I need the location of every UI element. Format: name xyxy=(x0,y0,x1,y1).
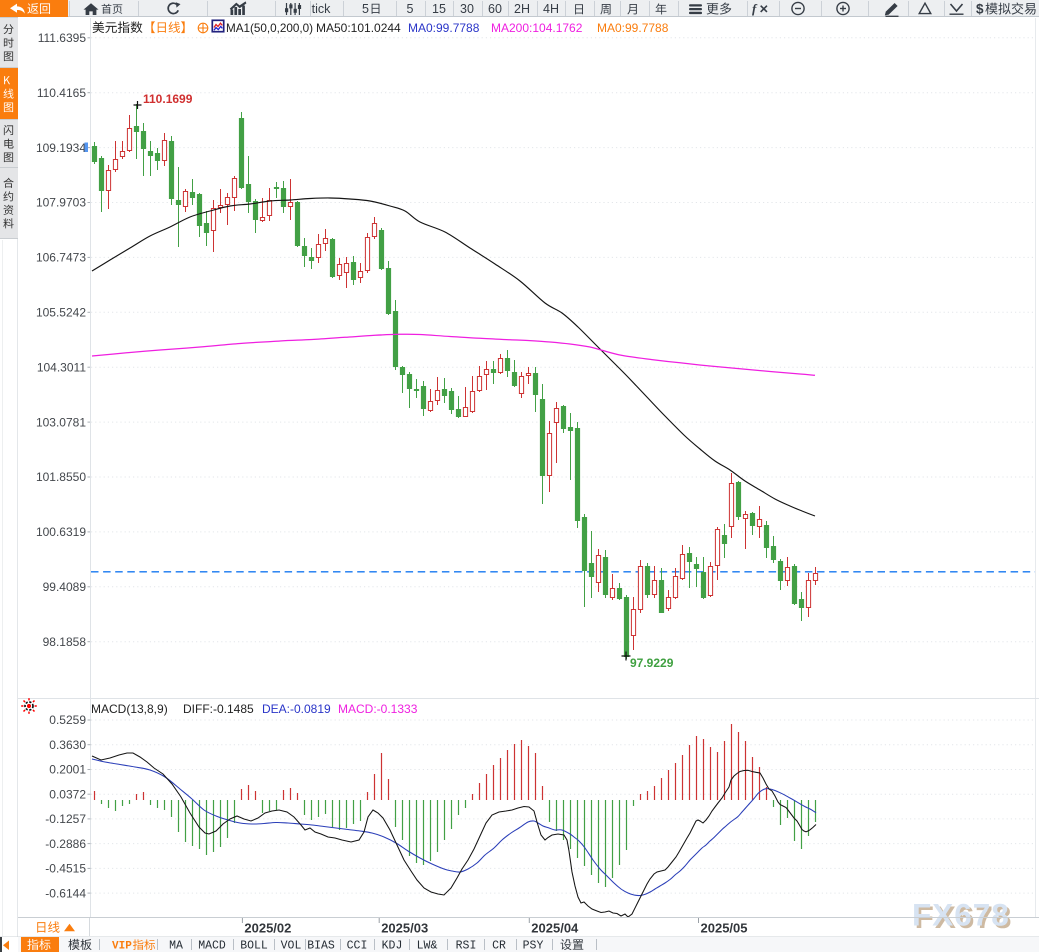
svg-text:✕: ✕ xyxy=(759,4,769,16)
svg-text:106.7473: 106.7473 xyxy=(36,251,86,265)
svg-text:0.2001: 0.2001 xyxy=(49,763,86,777)
svg-text:109.1934: 109.1934 xyxy=(36,141,86,155)
svg-text:MA0:99.7788: MA0:99.7788 xyxy=(408,21,480,35)
svg-text:KDJ: KDJ xyxy=(382,940,403,952)
svg-text:tick: tick xyxy=(312,2,332,16)
svg-text:DIFF:-0.1485: DIFF:-0.1485 xyxy=(183,702,254,716)
svg-text:110.1699: 110.1699 xyxy=(143,92,193,106)
svg-text:100.6319: 100.6319 xyxy=(36,525,86,539)
svg-text:4H: 4H xyxy=(543,2,559,16)
svg-text:2H: 2H xyxy=(514,2,530,16)
svg-text:-0.4515: -0.4515 xyxy=(45,862,86,876)
svg-text:97.9229: 97.9229 xyxy=(630,656,674,670)
svg-text:2025/04: 2025/04 xyxy=(531,921,579,936)
svg-text:RSI: RSI xyxy=(456,940,477,952)
svg-text:f: f xyxy=(752,1,758,16)
svg-text:MA1(50,0,200,0): MA1(50,0,200,0) xyxy=(226,22,313,35)
svg-text:VOL: VOL xyxy=(281,940,302,952)
svg-text:105.5242: 105.5242 xyxy=(36,306,86,320)
svg-text:99.4089: 99.4089 xyxy=(43,580,87,594)
svg-text:-0.2886: -0.2886 xyxy=(45,837,86,851)
svg-text:LW&: LW& xyxy=(417,940,438,952)
svg-text:107.9703: 107.9703 xyxy=(36,196,86,210)
svg-text:BIAS: BIAS xyxy=(307,940,335,952)
svg-text:101.8550: 101.8550 xyxy=(36,470,86,484)
svg-text:MA50:101.0244: MA50:101.0244 xyxy=(316,21,401,35)
svg-text:0.3630: 0.3630 xyxy=(49,738,86,752)
svg-text:5: 5 xyxy=(407,2,414,16)
svg-text:$: $ xyxy=(976,2,984,17)
svg-text:111.6395: 111.6395 xyxy=(38,31,87,45)
svg-text:DEA:-0.0819: DEA:-0.0819 xyxy=(262,702,331,716)
svg-text:0.0372: 0.0372 xyxy=(49,787,86,801)
svg-text:MACD(13,8,9): MACD(13,8,9) xyxy=(91,702,168,716)
svg-text:30: 30 xyxy=(460,2,474,16)
svg-text:0.5259: 0.5259 xyxy=(49,713,86,727)
svg-text:CR: CR xyxy=(492,940,506,952)
svg-text:MACD: MACD xyxy=(198,940,226,952)
svg-text:5: 5 xyxy=(362,2,369,16)
svg-text:98.1858: 98.1858 xyxy=(43,635,87,649)
svg-text:104.3011: 104.3011 xyxy=(37,360,86,374)
svg-text:2025/05: 2025/05 xyxy=(701,921,748,936)
svg-text:BOLL: BOLL xyxy=(240,940,268,952)
svg-text:MACD:-0.1333: MACD:-0.1333 xyxy=(338,702,418,716)
svg-text:MA200:104.1762: MA200:104.1762 xyxy=(491,21,583,35)
svg-text:110.4165: 110.4165 xyxy=(37,86,86,100)
svg-text:-0.1257: -0.1257 xyxy=(45,812,86,826)
svg-text:60: 60 xyxy=(488,2,502,16)
svg-text:CCI: CCI xyxy=(347,940,368,952)
svg-text:103.0781: 103.0781 xyxy=(36,415,86,429)
svg-text:VIP: VIP xyxy=(112,941,132,952)
svg-text:15: 15 xyxy=(432,2,446,16)
svg-text:MA: MA xyxy=(169,940,183,952)
svg-text:PSY: PSY xyxy=(523,940,544,952)
svg-text:2025/02: 2025/02 xyxy=(244,921,291,936)
svg-text:2025/03: 2025/03 xyxy=(381,921,428,936)
svg-text:MA0:99.7788: MA0:99.7788 xyxy=(597,21,669,35)
svg-text:-0.6144: -0.6144 xyxy=(45,886,86,900)
svg-text:FX678: FX678 xyxy=(912,897,1010,933)
